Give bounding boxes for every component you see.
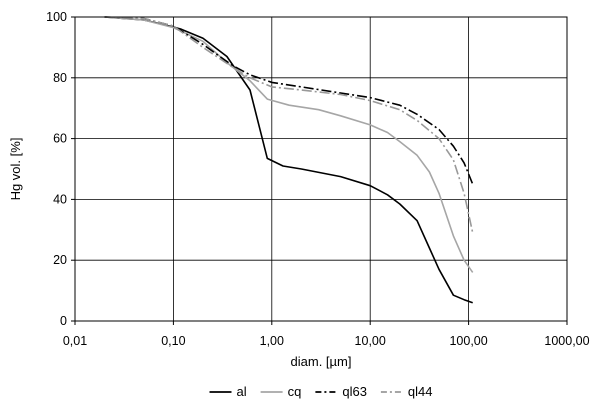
legend-label: ql44: [408, 384, 433, 399]
series-line-al: [104, 16, 473, 304]
x-tick-label: 0,10: [161, 334, 185, 348]
series-line-ql63: [104, 16, 474, 185]
y-tick-label: 100: [46, 10, 67, 24]
y-axis-title: Hg vol. [%]: [8, 138, 23, 201]
legend: al cq ql63 ql44: [209, 384, 433, 399]
tick-labels: 0 20 40 60 80 100 0,01 0,10 1,00 10,00 100,00 1000,…: [46, 10, 589, 348]
y-tick-label: 40: [53, 192, 67, 206]
legend-item-ql63: ql63: [315, 384, 367, 399]
legend-label: cq: [288, 384, 302, 399]
y-tick-label: 60: [53, 132, 67, 146]
x-axis-title: diam. [µm]: [291, 354, 352, 369]
legend-item-al: al: [209, 384, 247, 399]
x-tick-label: 1000,00: [544, 334, 589, 348]
x-tick-label: 1,00: [260, 334, 284, 348]
y-tick-label: 20: [53, 253, 67, 267]
legend-label: ql63: [342, 384, 367, 399]
y-tick-label: 0: [60, 314, 67, 328]
x-tick-label: 100,00: [449, 334, 487, 348]
legend-item-ql44: ql44: [380, 384, 433, 399]
series-layer: [104, 16, 474, 304]
legend-label: al: [237, 384, 247, 399]
x-tick-label: 0,01: [63, 334, 87, 348]
y-tick-label: 80: [53, 71, 67, 85]
grid-lines: [71, 16, 568, 325]
plot-border: [74, 16, 568, 322]
series-line-cq: [104, 16, 474, 273]
x-tick-label: 10,00: [355, 334, 386, 348]
series-line-ql44: [104, 16, 474, 233]
legend-item-cq: cq: [260, 384, 302, 399]
